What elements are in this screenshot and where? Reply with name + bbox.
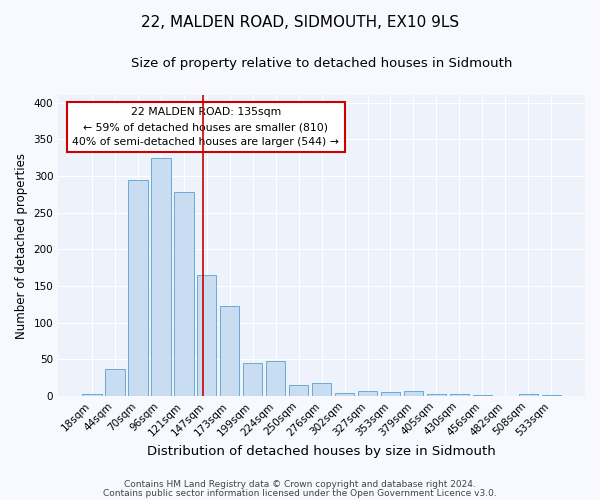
Bar bbox=[266, 362, 286, 396]
Bar bbox=[197, 275, 217, 396]
Y-axis label: Number of detached properties: Number of detached properties bbox=[15, 152, 28, 338]
Title: Size of property relative to detached houses in Sidmouth: Size of property relative to detached ho… bbox=[131, 58, 512, 70]
Bar bbox=[289, 385, 308, 396]
Text: 22 MALDEN ROAD: 135sqm
← 59% of detached houses are smaller (810)
40% of semi-de: 22 MALDEN ROAD: 135sqm ← 59% of detached… bbox=[72, 108, 339, 147]
Bar bbox=[427, 394, 446, 396]
Bar bbox=[128, 180, 148, 396]
Bar bbox=[243, 363, 262, 396]
Bar bbox=[473, 395, 492, 396]
Bar bbox=[358, 392, 377, 396]
Bar bbox=[220, 306, 239, 396]
Text: Contains HM Land Registry data © Crown copyright and database right 2024.: Contains HM Land Registry data © Crown c… bbox=[124, 480, 476, 489]
Bar bbox=[518, 394, 538, 396]
Text: 22, MALDEN ROAD, SIDMOUTH, EX10 9LS: 22, MALDEN ROAD, SIDMOUTH, EX10 9LS bbox=[141, 15, 459, 30]
Bar bbox=[105, 368, 125, 396]
Bar bbox=[312, 384, 331, 396]
Bar bbox=[335, 393, 355, 396]
Bar bbox=[381, 392, 400, 396]
Bar bbox=[542, 395, 561, 396]
Bar bbox=[174, 192, 194, 396]
Text: Contains public sector information licensed under the Open Government Licence v3: Contains public sector information licen… bbox=[103, 488, 497, 498]
Bar bbox=[404, 392, 423, 396]
Bar bbox=[449, 394, 469, 396]
Bar bbox=[82, 394, 101, 396]
X-axis label: Distribution of detached houses by size in Sidmouth: Distribution of detached houses by size … bbox=[147, 444, 496, 458]
Bar bbox=[151, 158, 170, 396]
